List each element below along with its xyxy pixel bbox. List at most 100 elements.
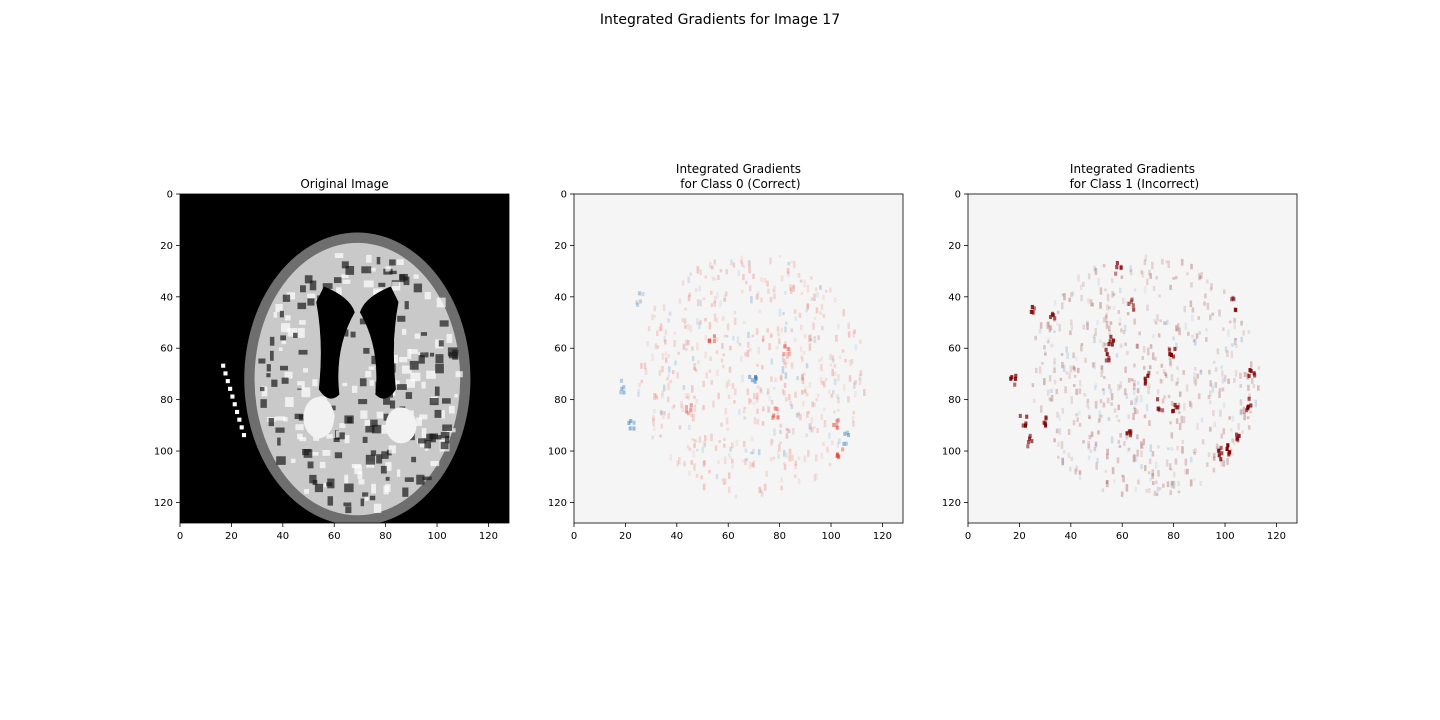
attribution-pixel (1088, 416, 1091, 420)
attribution-pixel (1113, 479, 1116, 484)
attribution-pixel (748, 265, 751, 274)
attribution-pixel (804, 386, 807, 394)
tissue-texture (368, 267, 376, 272)
attribution-pixel (672, 404, 676, 408)
tissue-texture (276, 456, 286, 465)
attribution-pixel (791, 454, 794, 461)
attribution-pixel (1095, 462, 1098, 470)
attribution-pixel (1175, 325, 1178, 332)
attribution-pixel (1158, 294, 1161, 298)
attribution-pixel (1076, 367, 1080, 373)
attribution-pixel (1190, 403, 1193, 409)
attribution-pixel (703, 442, 707, 447)
tissue-texture (426, 433, 433, 441)
attribution-cluster-pixel (773, 406, 777, 411)
tissue-texture (389, 259, 396, 266)
attribution-pixel (1246, 416, 1250, 420)
attribution-pixel (1102, 342, 1105, 348)
attribution-pixel (781, 388, 785, 395)
attribution-pixel (677, 351, 680, 355)
attribution-pixel (760, 297, 763, 303)
attribution-pixel (743, 321, 746, 324)
attribution-cluster-pixel (622, 390, 626, 395)
x-tick-label: 80 (379, 531, 392, 542)
attribution-pixel (1192, 377, 1196, 384)
attribution-pixel (1239, 409, 1242, 416)
attribution-pixel (1032, 398, 1036, 403)
attribution-cluster-pixel (1247, 396, 1251, 401)
attribution-pixel (1078, 470, 1082, 475)
heatmap-content (619, 255, 866, 499)
attribution-pixel (1062, 450, 1066, 454)
attribution-pixel (684, 307, 687, 311)
attribution-pixel (768, 407, 771, 413)
attribution-pixel (723, 437, 726, 441)
attribution-pixel (686, 444, 690, 449)
attribution-pixel (663, 335, 666, 342)
attribution-pixel (1119, 432, 1122, 438)
attribution-pixel (1149, 444, 1153, 452)
y-tick-label: 60 (160, 344, 173, 355)
attribution-pixel (794, 391, 797, 398)
attribution-pixel (833, 364, 837, 368)
attribution-pixel (1075, 355, 1078, 361)
attribution-cluster-pixel (641, 291, 645, 297)
attribution-pixel (676, 460, 679, 467)
attribution-pixel (779, 423, 783, 428)
attribution-pixel (722, 481, 726, 485)
attribution-pixel (1190, 263, 1193, 270)
attribution-pixel (1149, 344, 1153, 349)
attribution-pixel (1222, 289, 1226, 295)
attribution-pixel (1091, 362, 1095, 368)
attribution-pixel (1231, 438, 1234, 443)
attribution-pixel (687, 393, 690, 401)
attribution-pixel (1070, 324, 1074, 330)
attribution-pixel (1110, 436, 1114, 444)
x-tick-label: 100 (427, 531, 446, 542)
attribution-pixel (1182, 370, 1185, 375)
attribution-pixel (696, 342, 699, 351)
attribution-pixel (661, 366, 664, 373)
attribution-cluster-pixel (783, 344, 787, 349)
attribution-pixel (721, 478, 725, 482)
tissue-texture (307, 461, 314, 469)
attribution-pixel (1149, 273, 1152, 279)
attribution-pixel (772, 387, 776, 390)
tissue-texture (373, 288, 383, 295)
scalp-dot (237, 417, 242, 422)
attribution-pixel (646, 341, 649, 347)
scalp-dot (228, 386, 233, 391)
attribution-pixel (1155, 275, 1158, 280)
attribution-pixel (1154, 461, 1158, 469)
attribution-pixel (1120, 328, 1123, 333)
attribution-pixel (1092, 334, 1096, 338)
attribution-pixel (1053, 299, 1057, 306)
attribution-cluster-pixel (1147, 370, 1151, 376)
attribution-pixel (1102, 317, 1106, 323)
attribution-pixel (858, 373, 862, 381)
attribution-pixel (1057, 455, 1060, 459)
attribution-pixel (822, 380, 826, 388)
tissue-texture (399, 274, 406, 283)
attribution-pixel (744, 458, 747, 466)
attribution-pixel (769, 456, 773, 462)
attribution-pixel (1098, 339, 1102, 343)
attribution-pixel (1094, 441, 1098, 447)
tissue-texture (364, 420, 373, 427)
tissue-texture (258, 358, 266, 364)
tissue-texture (298, 327, 305, 338)
attribution-pixel (838, 355, 842, 360)
attribution-pixel (716, 337, 719, 342)
attribution-pixel (726, 427, 729, 431)
attribution-cluster-pixel (1131, 303, 1135, 308)
attribution-pixel (1126, 312, 1130, 316)
tissue-texture (279, 310, 284, 318)
attribution-pixel (799, 346, 803, 352)
attribution-pixel (800, 357, 804, 363)
attribution-pixel (1109, 321, 1113, 325)
attribution-pixel (713, 277, 717, 281)
attribution-cluster-pixel (629, 419, 633, 424)
tissue-texture (295, 424, 304, 431)
tissue-texture (389, 270, 397, 275)
attribution-pixel (793, 474, 797, 479)
